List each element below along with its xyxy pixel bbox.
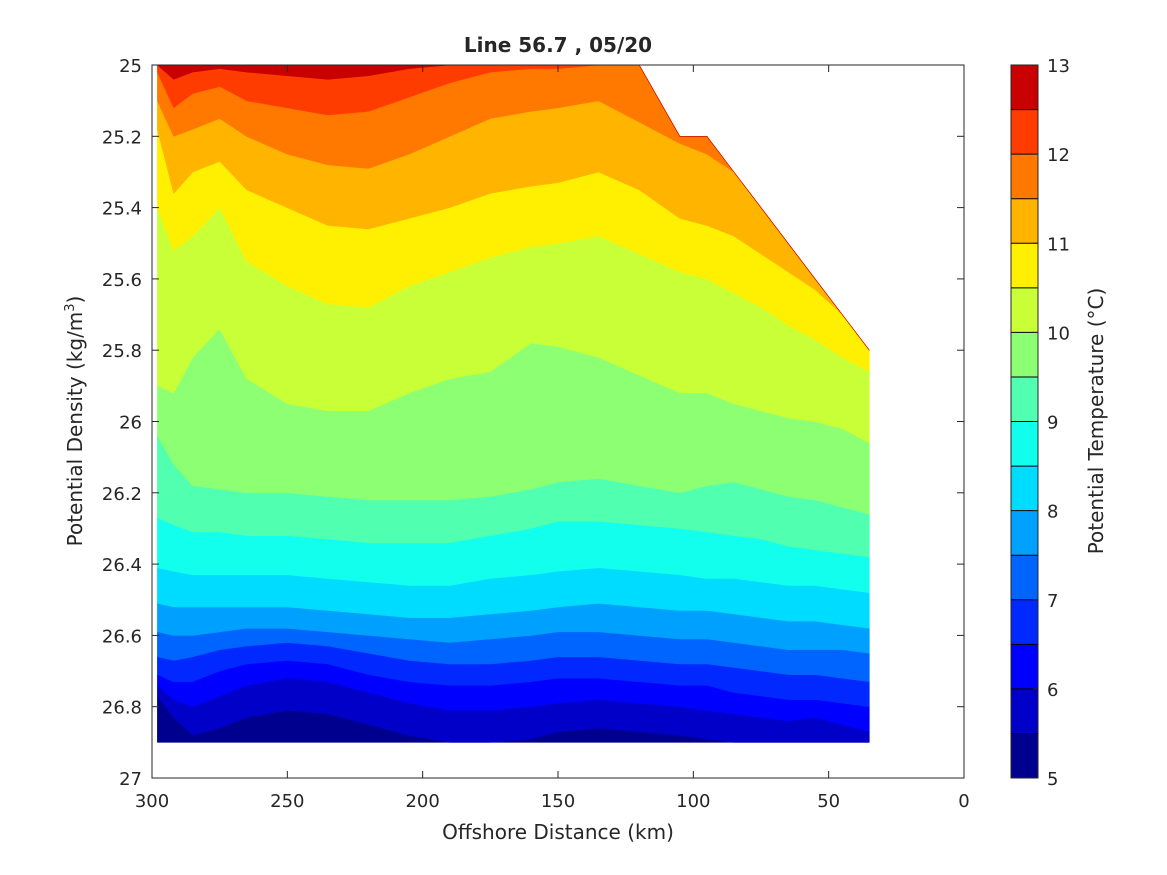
y-tick-label: 26	[119, 413, 142, 434]
colorbar-segment	[1011, 65, 1038, 110]
y-tick-label: 27	[119, 769, 142, 790]
y-tick-label: 26.2	[102, 484, 142, 505]
colorbar-segment	[1011, 109, 1038, 155]
colorbar-segment	[1011, 421, 1038, 467]
colorbar-ticks: 5 6 7 8 9 10 11 12 13	[1033, 56, 1070, 790]
x-tick-label: 250	[270, 791, 304, 812]
y-axis-label: Potential Density (kg/m3)	[63, 296, 87, 547]
y-tick-label: 26.8	[102, 698, 142, 719]
x-tick-label: 100	[676, 791, 710, 812]
colorbar-tick-label: 10	[1047, 323, 1070, 344]
y-tick-label: 25.8	[102, 341, 142, 362]
colorbar-segment	[1011, 733, 1038, 778]
colorbar-segment	[1011, 555, 1038, 600]
temperature-contour-fill	[156, 65, 870, 743]
colorbar-segment	[1011, 510, 1038, 556]
chart-title: Line 56.7 , 05/20	[464, 33, 652, 57]
y-tick-label: 25.4	[102, 199, 142, 220]
y-tick-label: 25.2	[102, 127, 142, 148]
x-tick-label: 50	[817, 791, 840, 812]
colorbar-segment	[1011, 688, 1038, 734]
x-tick-label: 200	[405, 791, 439, 812]
colorbar-segment	[1011, 198, 1038, 244]
colorbar-segment	[1011, 243, 1038, 288]
colorbar-segment	[1011, 332, 1038, 377]
x-tick-label: 0	[958, 791, 969, 812]
colorbar-label: Potential Temperature (°C)	[1084, 288, 1108, 555]
colorbar-tick-label: 6	[1047, 680, 1058, 701]
y-tick-label: 25.6	[102, 270, 142, 291]
colorbar-tick-label: 5	[1047, 769, 1058, 790]
colorbar-tick-label: 8	[1047, 502, 1058, 523]
colorbar	[1010, 64, 1039, 779]
colorbar-tick-label: 13	[1047, 56, 1070, 77]
x-tick-label: 150	[541, 791, 575, 812]
x-tick-label: 300	[135, 791, 169, 812]
colorbar-segment	[1011, 287, 1038, 333]
colorbar-segment	[1011, 644, 1038, 689]
y-tick-label: 25	[119, 56, 142, 77]
y-tick-label: 26.6	[102, 626, 142, 647]
contour-band	[156, 65, 870, 351]
colorbar-segment	[1011, 466, 1038, 511]
y-axis-ticks: 25 25.2 25.4 25.6 25.8 26 26.2 26.4 26.6 26.8 27	[102, 56, 964, 790]
colorbar-segment	[1011, 376, 1038, 422]
colorbar-tick-label: 9	[1047, 413, 1058, 434]
x-axis-label: Offshore Distance (km)	[442, 820, 674, 844]
colorbar-tick-label: 11	[1047, 234, 1070, 255]
colorbar-segment	[1011, 154, 1038, 199]
colorbar-tick-label: 12	[1047, 145, 1070, 166]
colorbar-segment	[1011, 599, 1038, 645]
colorbar-tick-label: 7	[1047, 591, 1058, 612]
x-axis-ticks: 300 250 200 150 100 50 0	[135, 65, 970, 812]
y-tick-label: 26.4	[102, 555, 142, 576]
